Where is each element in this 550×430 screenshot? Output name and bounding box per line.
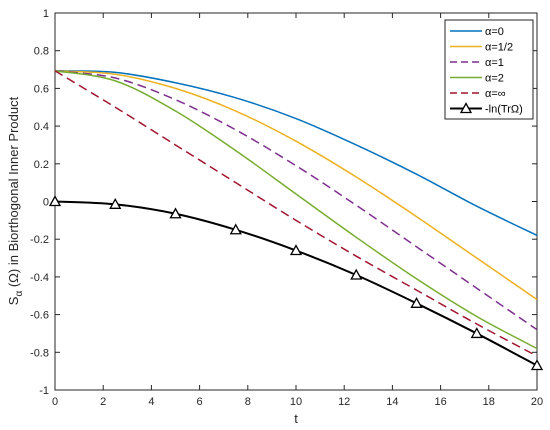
triangle-marker <box>109 197 122 209</box>
triangle-marker <box>459 102 473 114</box>
series-line-4 <box>54 70 538 357</box>
x-tick-label: 6 <box>197 396 203 408</box>
triangle-marker <box>410 296 423 308</box>
triangle-marker <box>229 223 242 235</box>
y-tick-label: 0.4 <box>34 121 49 133</box>
y-tick-label: 1 <box>43 8 49 20</box>
legend-label: -ln(TrΩ) <box>485 104 523 116</box>
triangle-marker <box>530 359 544 371</box>
y-tick-label: 0.2 <box>34 159 49 171</box>
legend: α=0 α=1/2 α=1 α=2 α=∞ -ln(TrΩ) <box>444 19 534 120</box>
y-tick-label: 0 <box>43 197 49 209</box>
x-tick-label: 0 <box>52 396 58 408</box>
legend-label: α=1 <box>485 57 504 69</box>
x-tick-label: 18 <box>483 396 495 408</box>
x-tick-label: 14 <box>386 396 398 408</box>
legend-label: α=2 <box>485 73 504 85</box>
legend-label: α=1/2 <box>485 42 513 54</box>
x-tick-label: 12 <box>338 396 350 408</box>
y-tick-label: 0.8 <box>34 46 49 58</box>
series-line-0 <box>54 70 538 237</box>
y-tick-label: 0.6 <box>34 83 49 95</box>
triangle-marker <box>470 327 483 339</box>
x-tick-label: 10 <box>290 396 302 408</box>
x-tick-label: 2 <box>100 396 106 408</box>
y-tick-label: -1 <box>39 385 49 397</box>
legend-box <box>444 19 534 120</box>
series-line-5 <box>54 200 538 367</box>
y-tick-label: -0.6 <box>30 310 49 322</box>
y-tick-label: -0.2 <box>30 234 49 246</box>
x-axis-label: t <box>294 411 298 426</box>
series-lines <box>48 70 544 371</box>
x-tick-label: 4 <box>148 396 154 408</box>
ticks-group: 0 2 4 6 8 10 12 14 16 18 20 -1 -0.8 -0.6 -0.4 -0.2 0 0.2 0… <box>30 8 543 408</box>
x-tick-label: 8 <box>245 396 251 408</box>
triangle-marker <box>169 207 182 219</box>
y-tick-label: -0.8 <box>30 347 49 359</box>
triangle-marker <box>48 195 62 207</box>
y-axis-label: Sα (Ω) in Biorthogonal Inner Product <box>6 96 25 305</box>
y-tick-label: -0.4 <box>30 272 49 284</box>
x-tick-label: 16 <box>434 396 446 408</box>
legend-label: α=∞ <box>485 88 506 100</box>
triangle-marker <box>350 268 363 280</box>
series-line-1 <box>54 70 538 301</box>
series-line-3 <box>54 70 538 350</box>
triangle-marker <box>289 244 303 256</box>
x-tick-label: 20 <box>531 396 543 408</box>
legend-label: α=0 <box>485 26 504 38</box>
series-line-2 <box>54 70 538 331</box>
